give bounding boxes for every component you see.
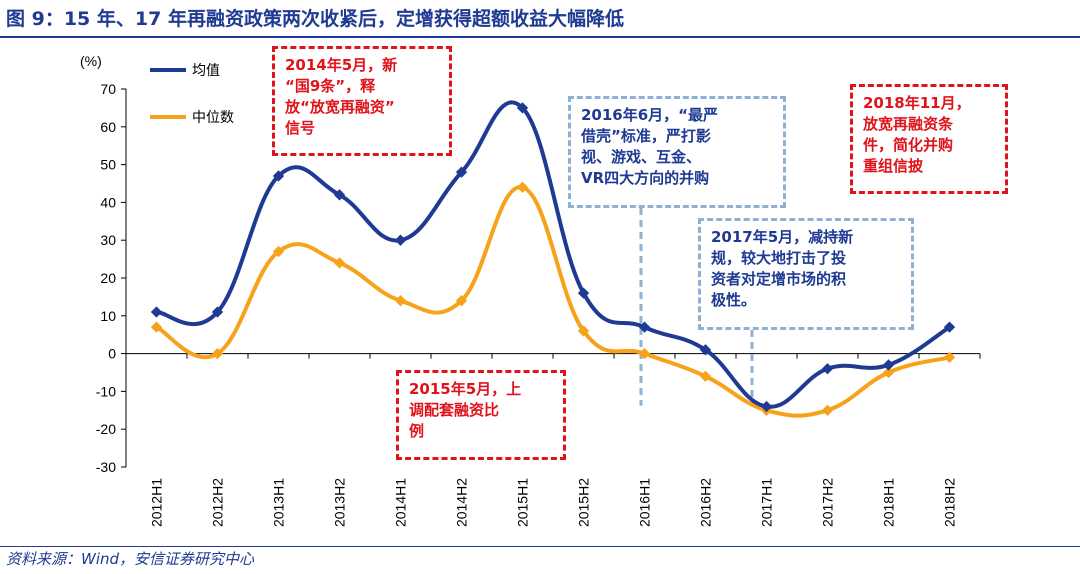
x-tick-label: 2018H1 [881, 478, 897, 527]
y-tick-label: 70 [100, 81, 116, 97]
legend: 均值 中位数 [150, 63, 234, 126]
series-1-point [638, 347, 651, 360]
annotation-line: 2018年11月， [863, 94, 971, 112]
annotation-2018-nov: 2018年11月， 放宽再融资条 件，简化并购 重组信披 [850, 84, 1008, 194]
annotation-line: 2014年5月，新 [285, 56, 398, 74]
series-0-point [272, 170, 285, 182]
legend-label-median: 中位数 [192, 110, 234, 126]
y-axis-label: (%) [80, 53, 102, 69]
y-tick-label: -20 [96, 421, 116, 437]
x-tick-label: 2018H2 [942, 478, 958, 527]
x-tick-label: 2014H1 [393, 478, 409, 527]
series-1-point [882, 366, 895, 379]
series-1-point [455, 295, 468, 307]
axes-layer: 70 60 50 40 30 20 10 0 -10 -20 -30 2012H1 2012H2 2013… [96, 81, 981, 527]
series-layer [150, 100, 956, 418]
title-rule [0, 36, 1080, 38]
annotation-line: 2016年6月，“最严 [581, 106, 719, 124]
annotation-line: 2017年5月，减持新 [711, 228, 854, 246]
y-tick-label: 0 [108, 346, 116, 362]
series-0-point [760, 400, 773, 413]
x-tick-label: 2013H1 [271, 478, 287, 527]
x-tick-label: 2017H2 [820, 478, 836, 527]
source-note: 资料来源：Wind，安信证券研究中心 [6, 550, 255, 568]
annotation-line: 视、游戏、互金、 [581, 148, 702, 166]
y-tick-label: 20 [100, 270, 116, 286]
annotation-2016-jun: 2016年6月，“最严 借壳”标准，严打影 视、游戏、互金、 VR四大方向的并购 [568, 96, 786, 208]
series-0-point [150, 306, 163, 318]
series-0-point [638, 321, 651, 333]
x-tick-label: 2013H2 [332, 478, 348, 527]
annotation-2017-may: 2017年5月，减持新 规，较大地打击了投 资者对定增市场的积 极性。 [698, 218, 914, 330]
x-tick-label: 2014H2 [454, 478, 470, 527]
annotation-2015-may: 2015年5月，上 调配套融资比 例 [396, 370, 566, 460]
footer-rule [0, 546, 1080, 547]
series-1-point [272, 245, 285, 258]
annotation-line: 例 [409, 422, 425, 440]
x-tick-label: 2015H2 [576, 478, 592, 527]
annotation-line: 规，较大地打击了投 [711, 249, 847, 267]
series-1-point [577, 325, 590, 337]
annotation-line: 放“放宽再融资” [285, 98, 395, 116]
figure-title: 图 9：15 年、17 年再融资政策两次收紧后，定增获得超额收益大幅降低 [6, 8, 624, 30]
y-tick-label: -10 [96, 383, 116, 399]
series-0-point [455, 166, 468, 178]
x-tick-label: 2015H1 [515, 478, 531, 527]
x-tick-label: 2012H1 [149, 478, 165, 527]
series-0-point [882, 359, 895, 371]
y-tick-label: 10 [100, 308, 116, 324]
legend-label-mean: 均值 [192, 63, 220, 79]
series-0-point [394, 234, 407, 246]
series-1-point [699, 370, 712, 382]
series-0-point [821, 363, 834, 375]
series-1-point [943, 351, 956, 364]
annotation-line: 调配套融资比 [409, 401, 500, 419]
annotation-line: 放宽再融资条 [863, 115, 954, 133]
series-0-point [333, 189, 346, 201]
series-1-point [516, 181, 529, 193]
y-tick-label: 50 [100, 157, 116, 173]
series-1-point [150, 321, 163, 333]
annotation-line: 极性。 [711, 291, 757, 309]
annotation-line: “国9条”，释 [285, 77, 376, 95]
series-0-point [211, 306, 224, 318]
series-1-point [821, 404, 834, 416]
annotation-line: 2015年5月，上 [409, 380, 522, 398]
x-tick-label: 2017H1 [759, 478, 775, 527]
y-tick-label: 40 [100, 194, 116, 210]
series-0-point [577, 287, 590, 299]
annotation-line: 信号 [285, 119, 316, 137]
x-tick-label: 2016H1 [637, 478, 653, 527]
annotation-line: 借壳”标准，严打影 [581, 127, 711, 145]
annotation-line: 件，简化并购 [863, 136, 954, 154]
annotation-line: 重组信披 [863, 157, 924, 175]
y-tick-label: 30 [100, 232, 116, 248]
series-0-point [699, 344, 712, 356]
y-tick-label: -30 [96, 459, 116, 475]
x-tick-label: 2012H2 [210, 478, 226, 527]
series-0-point [943, 321, 956, 333]
annotation-line: 资者对定增市场的积 [711, 270, 847, 288]
annotation-2014-may: 2014年5月，新 “国9条”，释 放“放宽再融资” 信号 [272, 46, 452, 156]
series-1-point [211, 347, 224, 360]
x-tick-label: 2016H2 [698, 478, 714, 527]
annotation-line: VR四大方向的并购 [581, 169, 710, 187]
series-1-point [333, 257, 346, 269]
series-1-point [394, 295, 407, 307]
y-tick-label: 60 [100, 119, 116, 135]
